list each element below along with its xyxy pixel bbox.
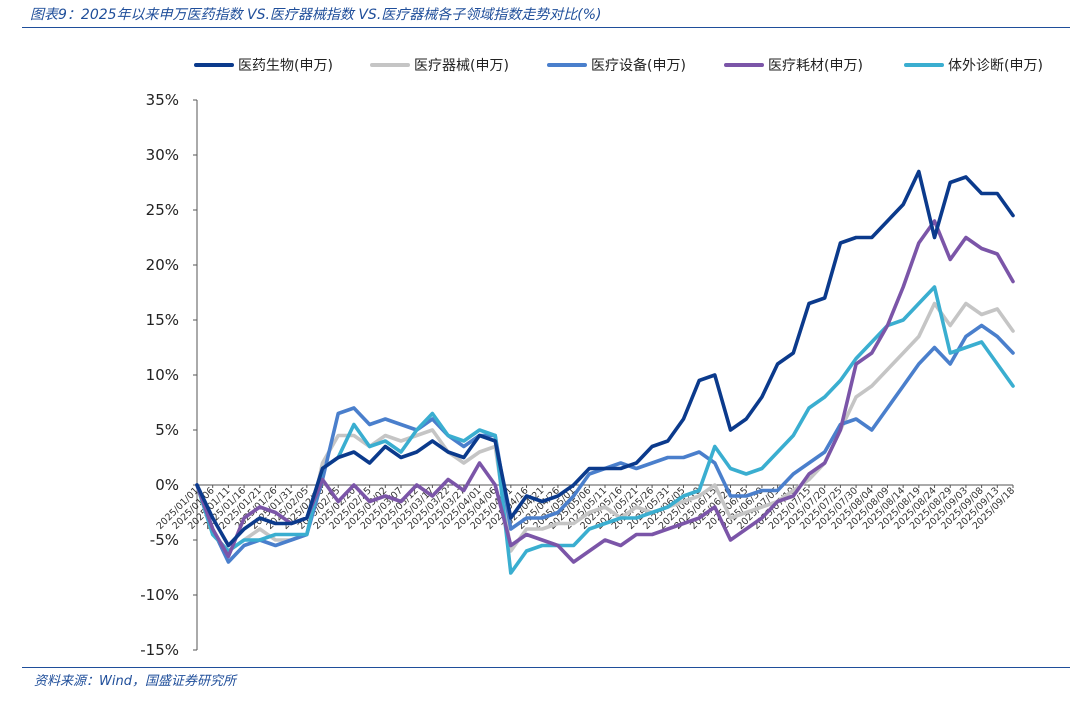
y-tick-label: 10%	[146, 366, 179, 384]
legend-item-2: 医疗设备(申万)	[547, 57, 686, 74]
y-tick-label: -5%	[150, 531, 179, 549]
y-tick-label: 15%	[146, 311, 179, 329]
chart-title: 图表9：2025年以来申万医药指数 VS.医疗器械指数 VS.医疗器械各子领域指…	[30, 7, 602, 23]
legend-item-4: 体外诊断(申万)	[904, 58, 1043, 74]
legend-label: 医疗器械(申万)	[414, 58, 509, 74]
y-tick-label: -10%	[140, 586, 179, 604]
legend-label: 医疗耗材(申万)	[768, 58, 863, 74]
series-line-3	[195, 219, 1015, 564]
legend-item-3: 医疗耗材(申万)	[724, 58, 863, 74]
y-tick-label: -15%	[140, 641, 179, 659]
bottom-divider	[22, 667, 1070, 668]
y-tick-label: 35%	[146, 91, 179, 109]
series-line-0	[195, 169, 1015, 548]
y-tick-label: 20%	[146, 256, 179, 274]
series-line-1	[195, 301, 1015, 553]
top-divider	[22, 27, 1070, 28]
x-axis: 2025/01/012025/01/062025/01/112025/01/16…	[155, 484, 1017, 532]
y-tick-label: 30%	[146, 146, 179, 164]
legend-label: 医药生物(申万)	[238, 58, 333, 74]
y-tick-label: 0%	[155, 476, 179, 494]
legend: 医药生物(申万) 医疗器械(申万) 医疗设备(申万) 医疗耗材(申万) 体外诊断(申万)	[194, 57, 1043, 74]
legend-label: 医疗设备(申万)	[591, 57, 686, 74]
source-note: 资料来源：Wind，国盛证券研究所	[34, 674, 236, 689]
y-axis: 35% 30% 25% 20% 15% 10% 5% 0% -5% -10% -15%	[140, 91, 198, 659]
legend-label: 体外诊断(申万)	[948, 58, 1043, 74]
series-lines	[195, 169, 1015, 575]
legend-item-1: 医疗器械(申万)	[370, 58, 509, 74]
y-tick-label: 5%	[155, 421, 179, 439]
legend-item-0: 医药生物(申万)	[194, 58, 333, 74]
y-tick-label: 25%	[146, 201, 179, 219]
